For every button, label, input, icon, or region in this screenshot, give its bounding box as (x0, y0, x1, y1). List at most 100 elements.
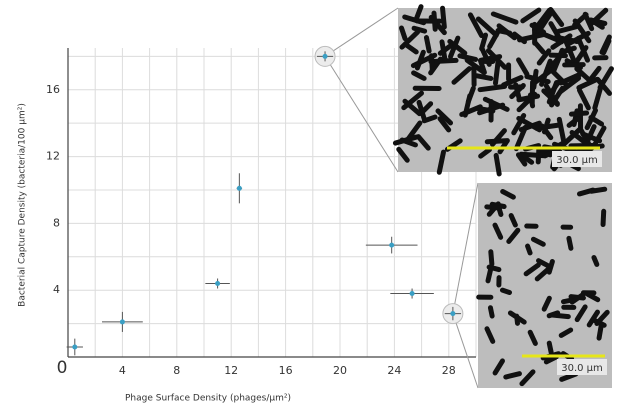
bacterium (558, 127, 582, 150)
bacterium (411, 70, 427, 81)
bacterium (484, 326, 496, 344)
bacterium (596, 322, 604, 341)
bacterium (478, 147, 492, 159)
bacterium (590, 18, 605, 30)
y-axis-label: Bacterial Capture Density (bacteria/100 … (18, 103, 28, 307)
point (119, 319, 125, 325)
bacterium (539, 123, 554, 141)
bacterium (501, 75, 524, 88)
bacterium (428, 57, 459, 65)
bacterium (541, 295, 552, 312)
bacterium (413, 4, 424, 23)
bacterium (534, 266, 551, 282)
bacterium (431, 10, 438, 32)
bacterium (549, 312, 571, 320)
bacterium (566, 235, 574, 251)
bacterium (517, 31, 547, 43)
bacterium (600, 208, 607, 228)
point (72, 344, 78, 350)
x-tick-label: 4 (119, 364, 126, 377)
bacterium (503, 371, 522, 380)
bacterium (484, 204, 502, 211)
bacterium (392, 134, 419, 146)
bacterium (532, 39, 546, 55)
bacterium (529, 22, 547, 35)
bacterium (515, 152, 528, 167)
bacterium (587, 65, 602, 83)
bacterium (516, 57, 530, 77)
bacterium (546, 340, 554, 355)
bacterium (423, 35, 432, 54)
bacterium (595, 76, 612, 96)
bacterium (396, 146, 410, 163)
connector-line (324, 7, 399, 57)
bacterium (567, 30, 591, 46)
x-axis-label: Phage Surface Density (phages/μm²) (125, 394, 291, 404)
bacterium (538, 11, 553, 32)
bacterium (435, 108, 454, 126)
bacterium (401, 90, 424, 111)
bacterium (520, 7, 542, 24)
bacterium (488, 249, 495, 267)
bacterium (414, 49, 426, 71)
x-tick-label: 8 (173, 364, 180, 377)
x-tick-label: 28 (442, 364, 456, 377)
x-tick-label: 24 (387, 364, 401, 377)
x-tick-label: 20 (333, 364, 347, 377)
bacterium (448, 35, 461, 60)
scale-label-box (557, 359, 607, 375)
bacterium (437, 116, 452, 133)
bacterium (500, 189, 516, 200)
bacterium (411, 25, 428, 34)
bacterium (527, 92, 536, 109)
bacterium (592, 84, 604, 111)
bacterium (399, 25, 408, 42)
y-tick-label: 4 (53, 283, 60, 296)
y-tick-label: 12 (46, 150, 60, 163)
bacterium (479, 32, 489, 52)
bacterium (475, 106, 496, 114)
bacterium (419, 101, 434, 115)
bacterium (550, 33, 573, 50)
bacterium (484, 138, 510, 145)
bacterium (457, 53, 479, 62)
bacterium (525, 243, 533, 256)
bacterium (588, 115, 605, 127)
micrograph-inset: 30.0 μm (476, 183, 612, 388)
bacterium (523, 262, 541, 277)
bacterium (404, 42, 419, 55)
bacterium (477, 83, 508, 93)
bacterium (493, 152, 502, 177)
scale-label: 30.0 μm (561, 363, 603, 374)
bacterium (560, 297, 574, 305)
bacterium (474, 73, 494, 81)
point (389, 242, 395, 248)
bacterium (492, 59, 501, 86)
bacterium (415, 134, 431, 151)
bacterium (558, 327, 574, 338)
bacterium (572, 12, 589, 28)
point (409, 291, 415, 297)
bacterium (599, 34, 612, 55)
bacterium (591, 255, 600, 267)
bacterium (495, 28, 513, 36)
bacterium (546, 80, 560, 105)
bacterium (557, 75, 582, 95)
bacterium (576, 76, 600, 91)
bacterium (519, 369, 536, 387)
bacterium (485, 265, 494, 284)
point (450, 311, 456, 317)
bacterium (516, 115, 542, 133)
bacterium (447, 39, 468, 56)
bacterium (492, 358, 505, 376)
bacterium (539, 58, 553, 87)
connector-line (324, 56, 399, 173)
y-tick-label: 16 (46, 83, 60, 96)
bacterium (548, 7, 565, 28)
x-tick-label: 16 (279, 364, 293, 377)
bacterium (464, 57, 486, 75)
bacterium (569, 130, 590, 147)
bacterium (477, 58, 487, 75)
point (236, 185, 242, 191)
